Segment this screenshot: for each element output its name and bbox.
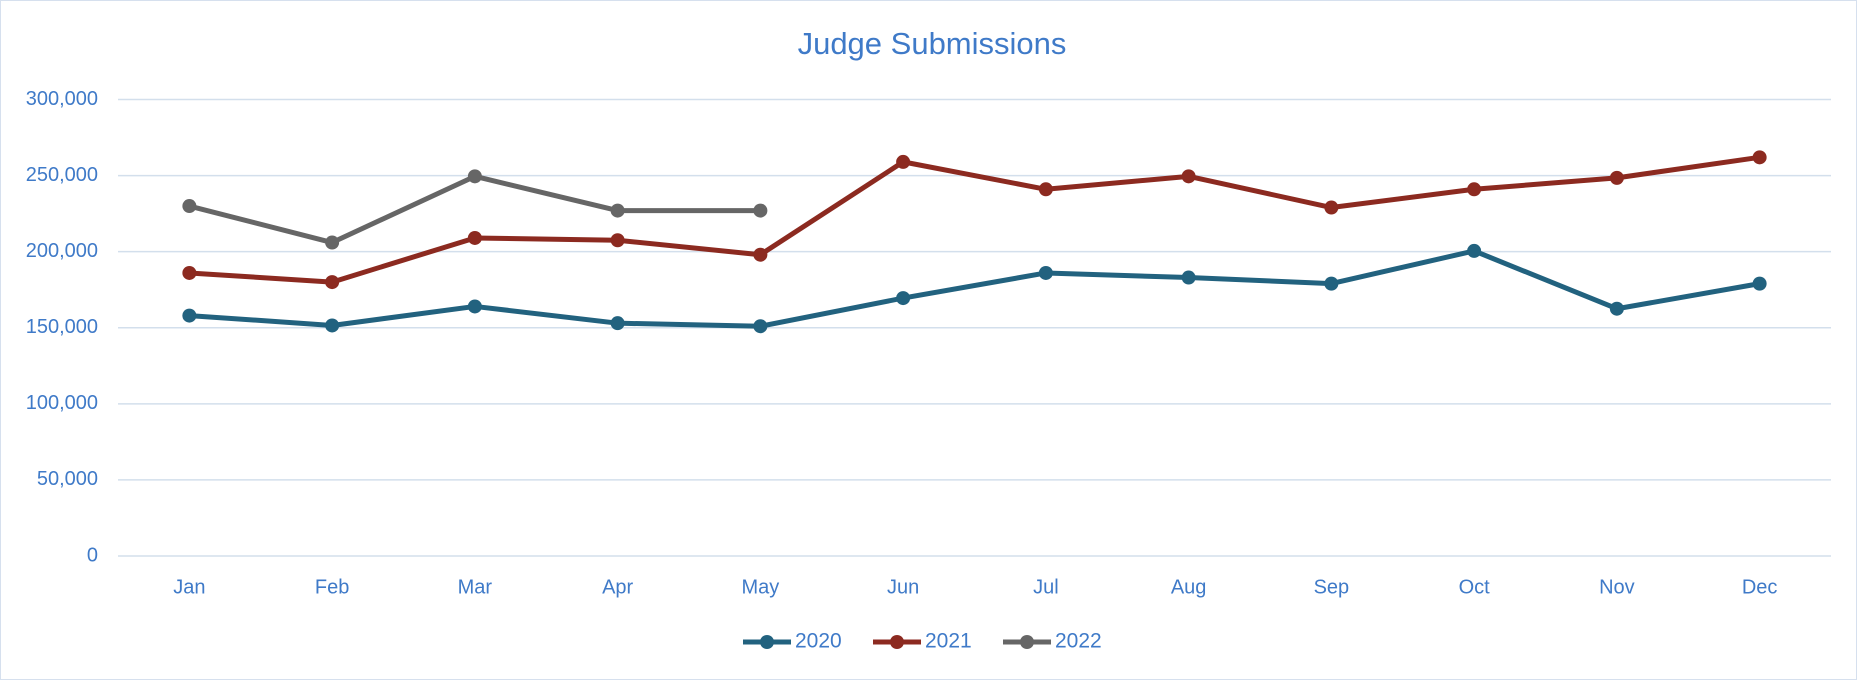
y-tick-label: 250,000 xyxy=(26,164,98,186)
data-point xyxy=(325,235,340,250)
data-point xyxy=(182,308,197,323)
x-tick-label: Feb xyxy=(315,576,349,598)
x-tick-label: Oct xyxy=(1459,576,1491,598)
data-point xyxy=(1467,243,1482,258)
legend-marker xyxy=(890,635,904,649)
y-tick-label: 150,000 xyxy=(26,316,98,338)
series-line xyxy=(189,154,1760,285)
data-point xyxy=(753,247,768,262)
x-tick-label: Nov xyxy=(1599,576,1635,598)
data-point xyxy=(1324,276,1339,291)
data-point xyxy=(1324,200,1339,215)
data-point xyxy=(1752,276,1767,291)
data-point xyxy=(896,154,911,169)
data-point xyxy=(467,299,482,314)
data-point xyxy=(1181,169,1196,184)
data-point xyxy=(467,230,482,245)
x-tick-label: Jan xyxy=(173,576,205,598)
data-point xyxy=(467,169,482,184)
data-point xyxy=(753,203,768,218)
y-tick-label: 50,000 xyxy=(37,468,98,490)
data-point xyxy=(1181,270,1196,285)
data-point xyxy=(610,203,625,218)
data-point xyxy=(1467,182,1482,197)
data-point xyxy=(182,265,197,280)
legend-marker xyxy=(1020,635,1034,649)
data-point xyxy=(753,319,768,334)
x-tick-label: Apr xyxy=(602,576,633,598)
y-tick-label: 100,000 xyxy=(26,392,98,414)
x-tick-label: Jul xyxy=(1033,576,1059,598)
y-tick-label: 0 xyxy=(87,544,98,566)
data-point xyxy=(182,199,197,214)
data-point xyxy=(896,291,911,306)
x-tick-label: Aug xyxy=(1171,576,1207,598)
data-point xyxy=(1609,170,1624,185)
data-point xyxy=(325,318,340,333)
x-tick-label: Sep xyxy=(1314,576,1350,598)
x-tick-label: Dec xyxy=(1742,576,1778,598)
legend-label: 2021 xyxy=(925,630,972,653)
data-point xyxy=(1038,182,1053,197)
data-point xyxy=(1609,301,1624,316)
legend-label: 2020 xyxy=(795,630,842,653)
x-tick-label: May xyxy=(741,576,779,598)
x-tick-label: Jun xyxy=(887,576,919,598)
data-point xyxy=(610,233,625,248)
y-tick-label: 200,000 xyxy=(26,240,98,262)
data-point xyxy=(1752,150,1767,165)
data-point xyxy=(610,316,625,331)
legend-label: 2022 xyxy=(1055,630,1102,653)
series-line xyxy=(189,248,1761,329)
data-point xyxy=(1038,265,1053,280)
data-point xyxy=(325,275,340,290)
legend-marker xyxy=(760,635,774,649)
x-tick-label: Mar xyxy=(458,576,493,598)
y-tick-label: 300,000 xyxy=(26,88,98,110)
chart-title: Judge Submissions xyxy=(798,26,1067,61)
